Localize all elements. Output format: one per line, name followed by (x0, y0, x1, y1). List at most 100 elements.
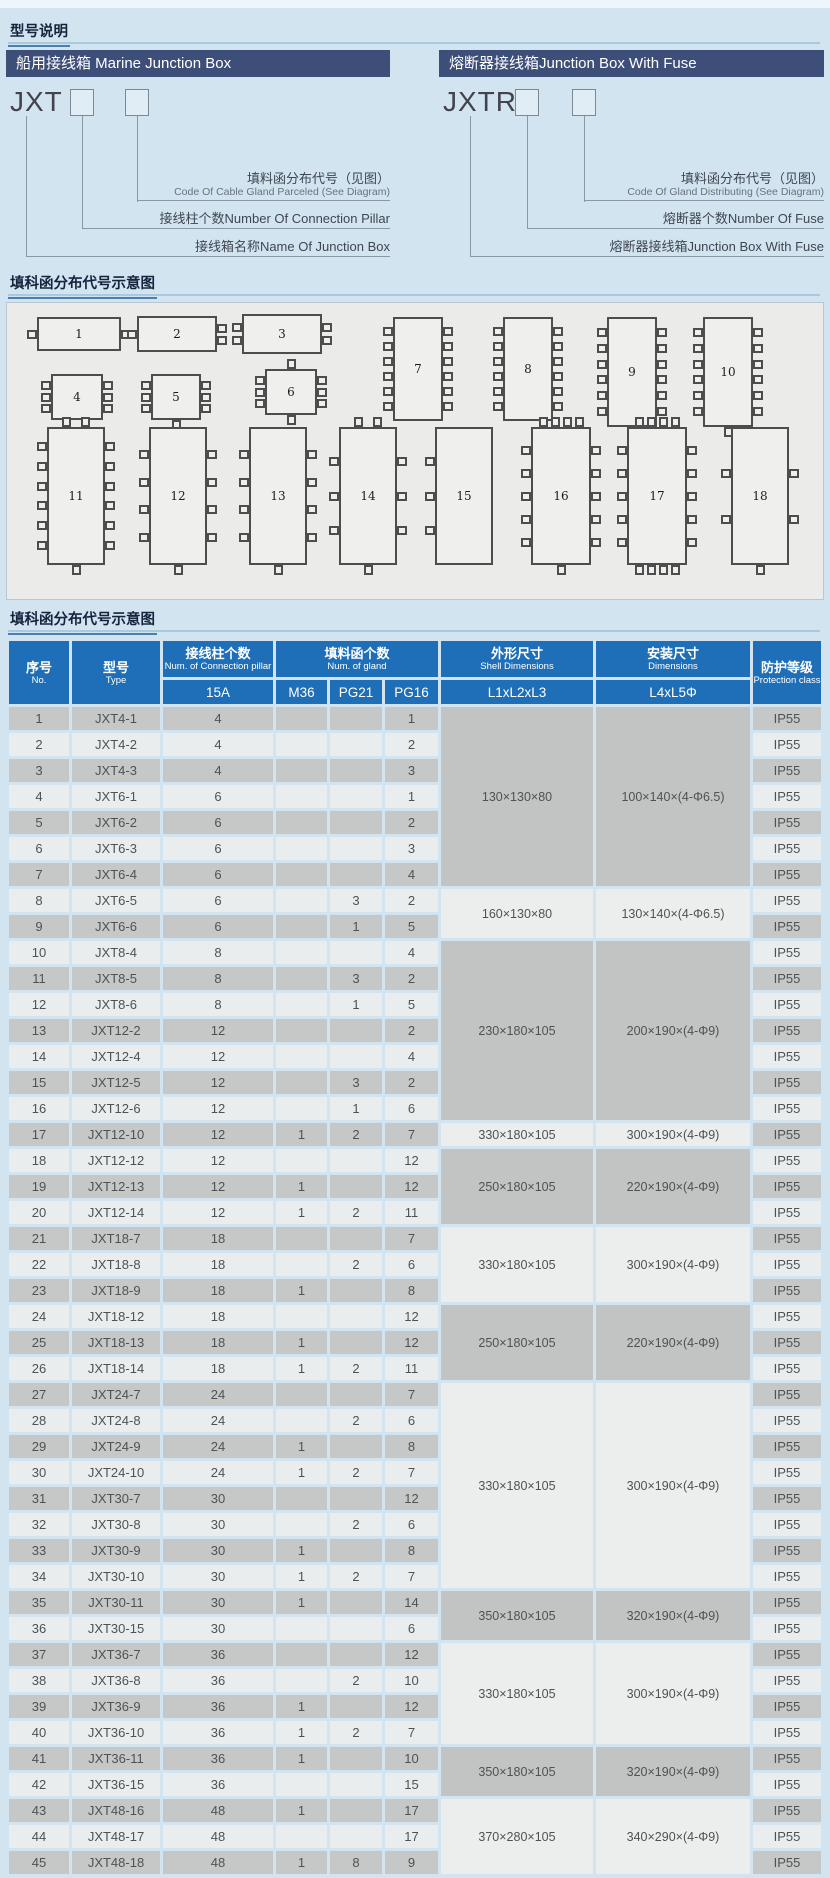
cell-pg16: 4 (385, 1045, 438, 1068)
cell-m36: 1 (276, 1799, 327, 1822)
connector-line (470, 116, 471, 257)
cell-m36 (276, 1149, 327, 1172)
cell-pg16: 10 (385, 1747, 438, 1770)
table-row: 32 JXT30-8 30 2 6 IP55 (9, 1513, 821, 1536)
gland-code-diagram: 1 2 3 4 5 6 7 8 9 10 11 12 13 14 15 16 17 18 (6, 302, 824, 600)
code-chip-3: 3 (232, 314, 332, 354)
cell-m36 (276, 1487, 327, 1510)
cell-no: 15 (9, 1071, 69, 1094)
cell-pg21: 2 (330, 1513, 382, 1536)
cell-mounting-dimensions: 300×190×(4-Φ9) (596, 1383, 750, 1588)
cell-protection-class: IP55 (753, 1175, 821, 1198)
fuse-label-fuse-count: 熔断器个数Number Of Fuse (527, 211, 824, 229)
cell-type: JXT12-2 (72, 1019, 160, 1042)
gland-tab (255, 399, 265, 408)
gland-tab (443, 357, 453, 366)
table-row: 26 JXT18-14 18 1 2 11 IP55 (9, 1357, 821, 1380)
cell-type: JXT36-8 (72, 1669, 160, 1692)
table-row: 37 JXT36-7 36 12 330×180×105 300×190×(4-Φ9) IP… (9, 1643, 821, 1744)
cell-no: 20 (9, 1201, 69, 1224)
gland-tab (657, 375, 667, 384)
cell-m36 (276, 993, 327, 1016)
code-chip-9: 9 (597, 317, 667, 437)
code-chip-label: 6 (287, 385, 295, 399)
gland-tab (103, 393, 113, 402)
cell-shell-dimensions: 330×180×105 (441, 1643, 593, 1744)
cell-m36: 1 (276, 1539, 327, 1562)
cell-no: 22 (9, 1253, 69, 1276)
gland-tab (591, 469, 601, 478)
table-row: 31 JXT30-7 30 12 IP55 (9, 1487, 821, 1510)
gland-tab (617, 492, 627, 501)
cell-m36 (276, 1097, 327, 1120)
cell-no: 17 (9, 1123, 69, 1146)
cell-pg16: 3 (385, 837, 438, 860)
connector-line (137, 116, 138, 202)
marine-label-box-name: 接线箱名称Name Of Junction Box (26, 239, 390, 257)
cell-pg21 (330, 1279, 382, 1302)
code-chip-label: 4 (73, 390, 81, 404)
cell-15a: 12 (163, 1175, 273, 1198)
cell-type: JXT36-11 (72, 1747, 160, 1770)
cell-15a: 12 (163, 1019, 273, 1042)
cell-pg21 (330, 811, 382, 834)
cell-pg21 (330, 1617, 382, 1640)
gland-tab (105, 482, 115, 491)
connector-line (527, 116, 528, 229)
gland-tab (671, 565, 680, 575)
gland-tab (575, 417, 584, 427)
cell-15a: 48 (163, 1799, 273, 1822)
table-row: 7 JXT6-4 6 4 IP55 (9, 863, 821, 886)
col-header-shell: 外形尺寸 Shell Dimensions (441, 641, 593, 677)
table-row: 23 JXT18-9 18 1 8 IP55 (9, 1279, 821, 1302)
cell-mounting-dimensions: 130×140×(4-Φ6.5) (596, 889, 750, 938)
cell-pg21: 2 (330, 1461, 382, 1484)
cell-15a: 30 (163, 1513, 273, 1536)
cell-type: JXT30-15 (72, 1617, 160, 1640)
section-title: 填科函分布代号示意图 (8, 272, 157, 299)
cell-pg16: 2 (385, 733, 438, 756)
cell-m36: 1 (276, 1461, 327, 1484)
code-chip-15: 15 (425, 427, 493, 565)
cell-15a: 24 (163, 1383, 273, 1406)
cell-type: JXT18-14 (72, 1357, 160, 1380)
cell-type: JXT24-10 (72, 1461, 160, 1484)
gland-tab (789, 515, 799, 524)
cell-15a: 48 (163, 1825, 273, 1848)
cell-protection-class: IP55 (753, 993, 821, 1016)
code-chip-label: 15 (456, 489, 472, 503)
cell-pg16: 2 (385, 967, 438, 990)
cell-m36 (276, 1045, 327, 1068)
cell-m36: 1 (276, 1175, 327, 1198)
cell-15a: 18 (163, 1253, 273, 1276)
gland-tab (521, 515, 531, 524)
gland-tab (397, 457, 407, 466)
cell-type: JXT12-4 (72, 1045, 160, 1068)
cell-protection-class: IP55 (753, 1097, 821, 1120)
cell-pg21 (330, 1045, 382, 1068)
cell-no: 13 (9, 1019, 69, 1042)
cell-pg21 (330, 1227, 382, 1250)
cell-pg16: 11 (385, 1201, 438, 1224)
cell-m36: 1 (276, 1123, 327, 1146)
cell-15a: 30 (163, 1591, 273, 1614)
code-chip-16: 16 (521, 417, 601, 575)
table-row: 14 JXT12-4 12 4 IP55 (9, 1045, 821, 1068)
gland-tab (597, 328, 607, 337)
cell-protection-class: IP55 (753, 1539, 821, 1562)
cell-protection-class: IP55 (753, 1123, 821, 1146)
cell-pg16: 7 (385, 1123, 438, 1146)
cell-m36 (276, 1825, 327, 1848)
cell-15a: 30 (163, 1487, 273, 1510)
code-chip-6: 6 (255, 359, 327, 425)
cell-protection-class: IP55 (753, 1045, 821, 1068)
cell-pg16: 2 (385, 811, 438, 834)
gland-tab (307, 505, 317, 514)
gland-tab (753, 360, 763, 369)
table-row: 10 JXT8-4 8 4 230×180×105 200×190×(4-Φ9) IP55 (9, 941, 821, 1120)
cell-m36 (276, 785, 327, 808)
code-chip-label: 9 (628, 365, 636, 379)
gland-tab (493, 357, 503, 366)
cell-mounting-dimensions: 220×190×(4-Φ9) (596, 1149, 750, 1224)
col-header-gland: 填料函个数 Num. of gland (276, 641, 438, 677)
